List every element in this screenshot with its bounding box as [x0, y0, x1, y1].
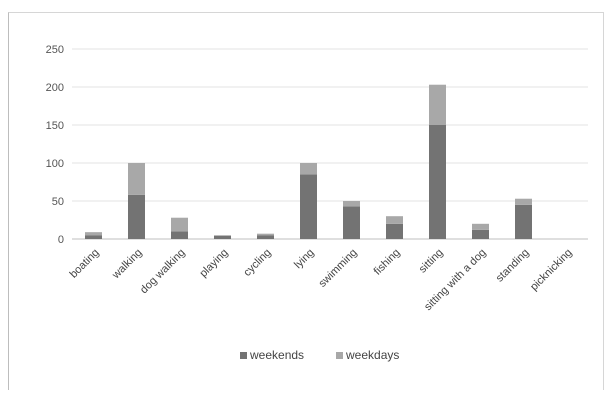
- bar-weekends-lying: [300, 174, 317, 239]
- x-tick-label: fishing: [372, 247, 403, 278]
- bar-weekdays-boating: [85, 232, 102, 236]
- y-tick-label: 50: [52, 196, 64, 208]
- gridlines: [72, 48, 588, 240]
- y-tick-label: 200: [46, 82, 64, 94]
- bar-weekends-sitting: [429, 125, 446, 239]
- bar-weekends-walking: [128, 194, 145, 239]
- bar-weekends-dog-walking: [171, 231, 188, 239]
- x-tick-label: cycling: [241, 247, 273, 279]
- y-tick-label: 250: [46, 44, 64, 56]
- y-tick-label: 100: [46, 158, 64, 170]
- legend-label-weekdays: weekdays: [345, 348, 399, 362]
- y-tick-label: 0: [58, 234, 64, 246]
- bar-weekdays-dog-walking: [171, 217, 188, 232]
- bar-weekdays-sitting-with-a-dog: [472, 223, 489, 230]
- x-tick-label: swimming: [317, 247, 360, 290]
- bar-weekdays-walking: [128, 163, 145, 195]
- bar-weekends-playing: [214, 235, 231, 239]
- bar-weekdays-cycling: [257, 233, 274, 236]
- y-axis-ticks: 0 50 100 150 200 250: [46, 44, 64, 246]
- x-tick-label: dog walking: [138, 247, 188, 297]
- x-tick-label: playing: [197, 247, 230, 280]
- x-tick-label: standing: [494, 247, 532, 285]
- bar-weekdays-swimming: [343, 201, 360, 207]
- bar-weekends-cycling: [257, 235, 274, 239]
- bar-weekdays-standing: [515, 198, 532, 205]
- bar-weekdays-fishing: [386, 216, 403, 224]
- x-tick-label: boating: [68, 247, 102, 281]
- bar-weekends-swimming: [343, 206, 360, 239]
- bar-weekends-fishing: [386, 223, 403, 239]
- bar-weekends-sitting-with-a-dog: [472, 229, 489, 239]
- x-tick-label: walking: [109, 247, 144, 282]
- bar-weekdays-playing: [214, 235, 231, 236]
- bar-weekends-boating: [85, 235, 102, 239]
- x-tick-label: lying: [292, 247, 316, 271]
- legend-swatch-weekends: [240, 352, 247, 359]
- bar-weekdays-lying: [300, 163, 317, 175]
- x-tick-label: sitting: [417, 247, 446, 276]
- bar-weekends-standing: [515, 204, 532, 239]
- bars: [85, 84, 532, 239]
- legend: weekends weekdays: [240, 348, 399, 362]
- legend-swatch-weekdays: [336, 352, 343, 359]
- x-tick-label: picknicking: [528, 247, 575, 294]
- bar-weekdays-sitting: [429, 84, 446, 125]
- y-tick-label: 150: [46, 120, 64, 132]
- legend-label-weekends: weekends: [249, 348, 304, 362]
